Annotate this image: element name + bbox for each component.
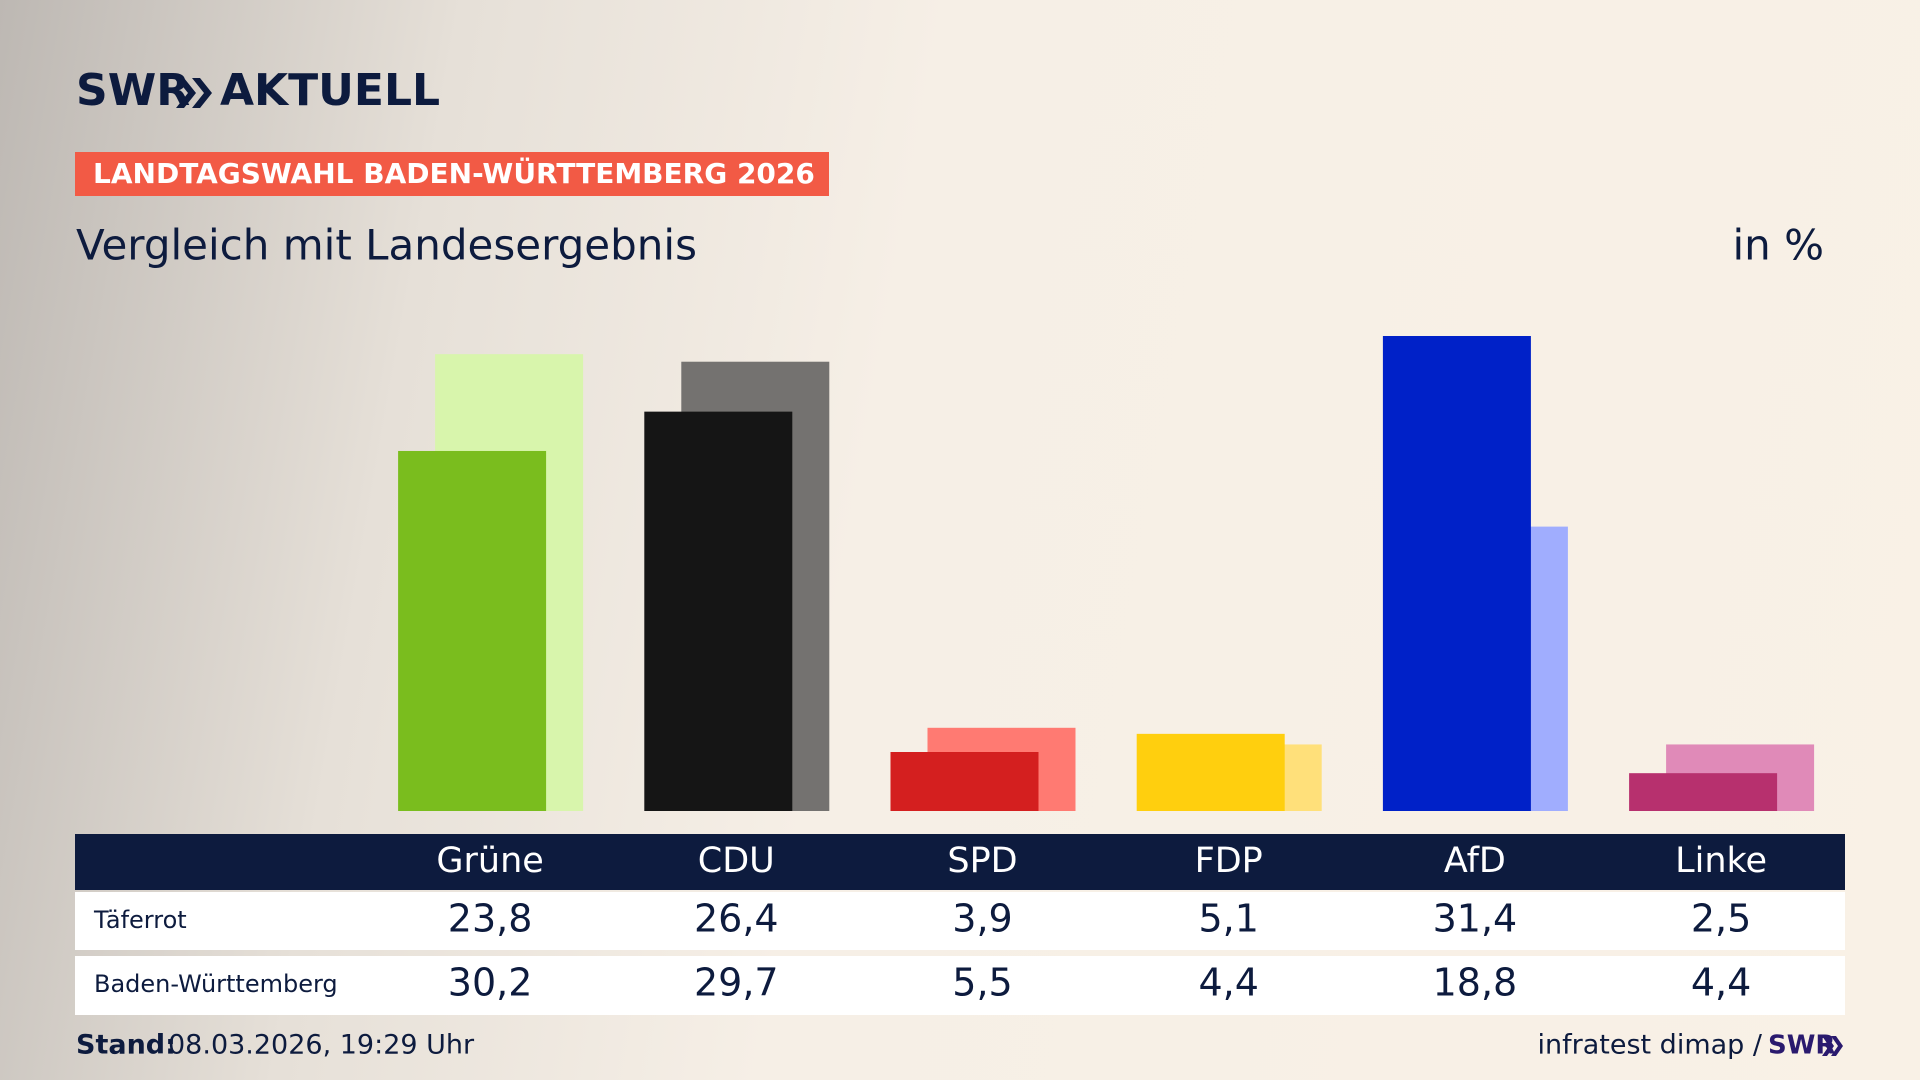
value-label: 29,7 — [694, 961, 779, 1005]
category-label: FDP — [1195, 841, 1263, 881]
category-label: Linke — [1675, 841, 1767, 881]
bar — [1629, 773, 1778, 811]
table-header — [75, 834, 1845, 890]
logo: SWR — [76, 65, 190, 116]
unit: in % — [1732, 221, 1824, 270]
value-label: 4,4 — [1691, 961, 1751, 1005]
logo-chevrons — [176, 78, 212, 108]
value-label: 30,2 — [448, 961, 533, 1005]
category-label: SPD — [947, 841, 1017, 881]
stand-label: Stand: — [76, 1030, 176, 1061]
row-label: Baden-Württemberg — [94, 970, 338, 998]
bar — [1136, 733, 1285, 811]
chart-title: Vergleich mit Landesergebnis — [76, 221, 697, 270]
bar — [890, 752, 1039, 811]
category-label: CDU — [698, 841, 775, 881]
value-label: 3,9 — [952, 897, 1012, 941]
value-label: 4,4 — [1198, 961, 1258, 1005]
category-label: Grüne — [436, 841, 543, 881]
bar — [1382, 336, 1531, 811]
value-label: 5,5 — [952, 961, 1012, 1005]
bar — [644, 411, 793, 811]
stand: 08.03.2026, 19:29 Uhr — [168, 1030, 475, 1061]
value-label: 26,4 — [694, 897, 779, 941]
kicker-box — [75, 152, 829, 196]
source: infratest dimap / — [1537, 1030, 1762, 1061]
category-label: AfD — [1444, 841, 1506, 881]
value-label: 31,4 — [1433, 897, 1518, 941]
kicker: LANDTAGSWAHL BADEN-WÜRTTEMBERG 2026 — [93, 156, 815, 190]
row-label: Täferrot — [93, 906, 187, 934]
source-chevrons — [1822, 1036, 1843, 1056]
value-label: 18,8 — [1433, 961, 1518, 1005]
table-row — [75, 956, 1845, 1015]
logo-suffix: AKTUELL — [220, 65, 440, 116]
value-label: 23,8 — [448, 897, 533, 941]
value-label: 5,1 — [1198, 897, 1258, 941]
table-row — [75, 892, 1845, 950]
value-label: 2,5 — [1691, 897, 1751, 941]
bar — [398, 450, 547, 811]
